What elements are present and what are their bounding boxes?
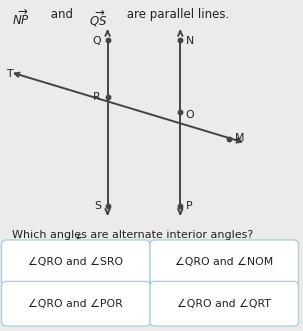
Text: Q: Q <box>92 36 101 46</box>
Text: P: P <box>186 201 192 211</box>
Text: ∠QRO and ∠NOM: ∠QRO and ∠NOM <box>175 257 273 267</box>
FancyBboxPatch shape <box>150 240 298 285</box>
Text: ∠QRO and ∠QRT: ∠QRO and ∠QRT <box>177 299 271 309</box>
Text: M: M <box>235 133 244 143</box>
FancyBboxPatch shape <box>150 281 298 326</box>
Text: $\overrightarrow{QS}$: $\overrightarrow{QS}$ <box>89 8 108 29</box>
Text: and: and <box>47 8 77 21</box>
Text: Which angles are alternate interior angles?: Which angles are alternate interior angl… <box>12 230 253 240</box>
FancyBboxPatch shape <box>2 240 150 285</box>
Text: N: N <box>186 36 194 46</box>
Text: T: T <box>6 70 12 79</box>
Text: $\overrightarrow{NP}$: $\overrightarrow{NP}$ <box>12 8 30 28</box>
Text: R: R <box>93 92 101 102</box>
Text: ∠QRO and ∠POR: ∠QRO and ∠POR <box>28 299 123 309</box>
Text: ∠QRO and ∠SRO: ∠QRO and ∠SRO <box>28 257 123 267</box>
Text: are parallel lines.: are parallel lines. <box>123 8 229 21</box>
FancyBboxPatch shape <box>2 281 150 326</box>
Text: O: O <box>186 110 194 120</box>
Text: S: S <box>94 201 101 211</box>
